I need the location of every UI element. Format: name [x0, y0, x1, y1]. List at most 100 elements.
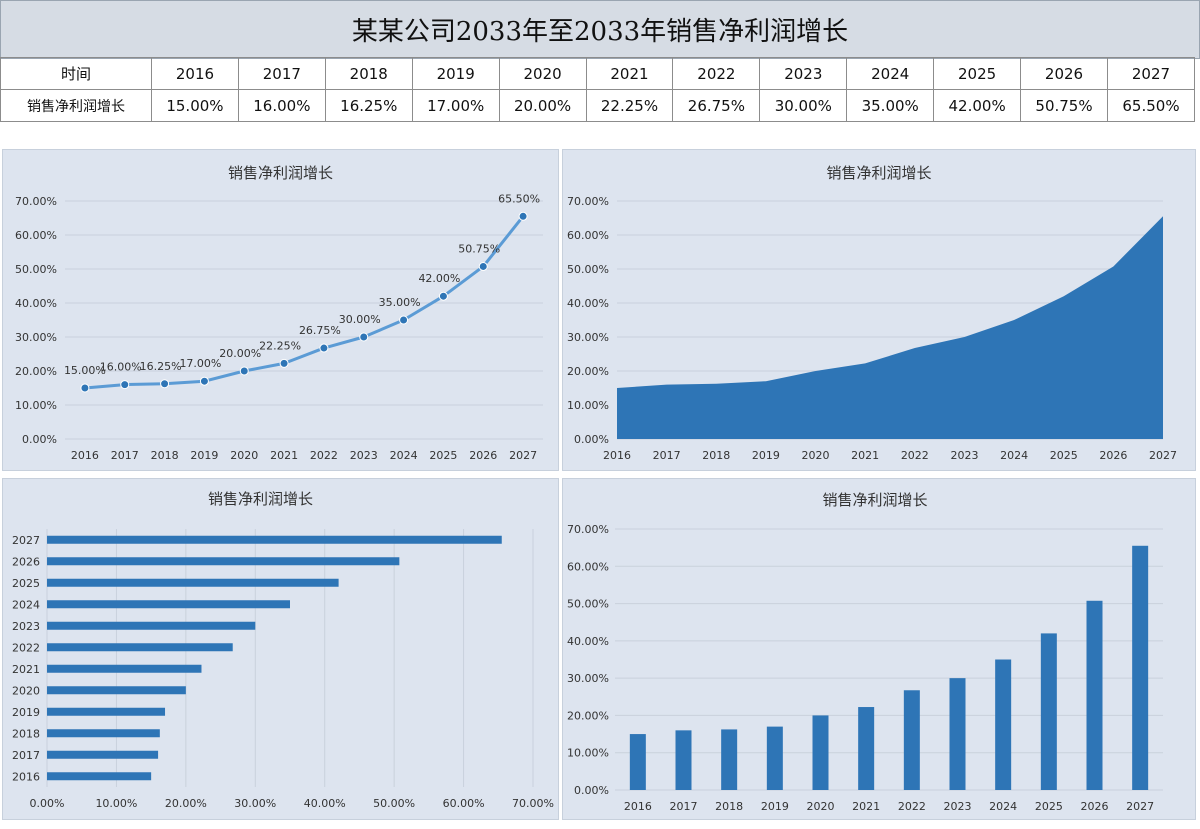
- y-tick-label: 70.00%: [567, 195, 609, 208]
- bar: [949, 678, 966, 790]
- x-tick-label: 2016: [624, 800, 652, 813]
- table-cell-year: 2016: [151, 57, 239, 90]
- x-tick-label: 2020: [807, 800, 835, 813]
- x-tick-label: 2016: [603, 449, 631, 462]
- bar: [47, 707, 166, 716]
- data-point: [80, 383, 90, 393]
- chart-title: 销售净利润增长: [208, 490, 313, 508]
- x-tick-label: 2027: [509, 449, 537, 462]
- x-tick-label: 2023: [950, 449, 978, 462]
- bar: [47, 600, 290, 609]
- bar: [1132, 545, 1149, 790]
- data-point: [478, 261, 488, 271]
- x-tick-label: 2026: [469, 449, 497, 462]
- table-cell-year: 2026: [1020, 57, 1108, 90]
- data-label: 42.00%: [418, 272, 460, 285]
- bar: [47, 557, 400, 566]
- x-tick-label: 2027: [1149, 449, 1177, 462]
- y-tick-label: 60.00%: [567, 229, 609, 242]
- y-tick-label: 2024: [12, 598, 40, 611]
- bar: [675, 730, 692, 790]
- bar: [47, 535, 502, 544]
- data-point: [279, 358, 289, 368]
- y-tick-label: 70.00%: [15, 195, 57, 208]
- table-cell-value: 50.75%: [1020, 89, 1108, 122]
- x-tick-label: 20.00%: [165, 797, 207, 810]
- y-tick-label: 0.00%: [22, 433, 57, 446]
- x-tick-label: 2018: [151, 449, 179, 462]
- bar: [47, 729, 160, 738]
- x-tick-label: 2024: [989, 800, 1017, 813]
- bar: [47, 750, 159, 759]
- bar: [1040, 633, 1057, 790]
- x-tick-label: 70.00%: [512, 797, 554, 810]
- data-point: [399, 315, 409, 325]
- x-tick-label: 0.00%: [30, 797, 65, 810]
- chart-title: 销售净利润增长: [228, 164, 333, 182]
- x-tick-label: 2026: [1099, 449, 1127, 462]
- x-tick-label: 2017: [670, 800, 698, 813]
- y-tick-label: 10.00%: [567, 399, 609, 412]
- table-cell-year: 2022: [672, 57, 761, 90]
- page-title: 某某公司2033年至2033年销售净利润增长: [351, 17, 849, 47]
- table-cell-value: 16.00%: [237, 89, 326, 122]
- x-tick-label: 10.00%: [95, 797, 137, 810]
- table-cell-year: 2021: [585, 57, 674, 90]
- data-label: 50.75%: [458, 242, 500, 255]
- page-title-bar: 某某公司2033年至2033年销售净利润增长: [0, 0, 1200, 59]
- data-table: 时间 2016 2017 2018 2019 2020 2021 2022 2023 2024 2…: [0, 57, 1196, 122]
- y-tick-label: 30.00%: [567, 672, 609, 685]
- table-cell-year: 2024: [846, 57, 935, 90]
- data-point: [518, 211, 528, 221]
- data-label: 15.00%: [64, 364, 106, 377]
- x-tick-label: 2020: [802, 449, 830, 462]
- table-row-label-growth: 销售净利润增长: [0, 89, 152, 122]
- y-tick-label: 2027: [12, 534, 40, 547]
- bar: [995, 659, 1012, 790]
- table-row-years: 时间 2016 2017 2018 2019 2020 2021 2022 2023 2024 2…: [0, 57, 1196, 90]
- bar: [1086, 600, 1103, 790]
- bar: [858, 707, 875, 790]
- bar: [47, 621, 256, 630]
- y-tick-label: 2022: [12, 641, 40, 654]
- y-tick-label: 2026: [12, 555, 40, 568]
- y-tick-label: 20.00%: [567, 709, 609, 722]
- y-tick-label: 2019: [12, 706, 40, 719]
- y-tick-label: 30.00%: [567, 331, 609, 344]
- bar: [721, 729, 738, 790]
- x-tick-label: 2016: [71, 449, 99, 462]
- table-cell-value: 16.25%: [324, 89, 413, 122]
- series-area: [617, 216, 1163, 439]
- table-cell-value: 20.00%: [498, 89, 587, 122]
- y-tick-label: 0.00%: [574, 784, 609, 797]
- area-chart-panel: 销售净利润增长 0.00% 10.00% 20.00% 30.00% 40.00% 50.0…: [562, 149, 1196, 471]
- x-tick-label: 50.00%: [373, 797, 415, 810]
- horizontal-bar-chart-panel: 销售净利润增长 0.00% 10.00% 20.00% 30.00% 40.00% 50.0…: [2, 478, 559, 820]
- x-tick-label: 2020: [230, 449, 258, 462]
- data-point: [120, 380, 130, 390]
- data-label: 17.00%: [179, 357, 221, 370]
- x-tick-label: 2019: [190, 449, 218, 462]
- x-tick-label: 2019: [761, 800, 789, 813]
- data-label: 35.00%: [379, 296, 421, 309]
- x-tick-label: 2021: [270, 449, 298, 462]
- y-tick-label: 30.00%: [15, 331, 57, 344]
- y-tick-label: 2018: [12, 727, 40, 740]
- table-cell-value: 42.00%: [933, 89, 1022, 122]
- bar: [766, 726, 783, 790]
- x-tick-label: 2027: [1126, 800, 1154, 813]
- table-cell-year: 2017: [237, 57, 326, 90]
- bar: [629, 734, 646, 790]
- bar: [47, 578, 339, 587]
- chart-title: 销售净利润增长: [826, 164, 931, 182]
- bar: [812, 715, 829, 790]
- y-tick-label: 60.00%: [15, 229, 57, 242]
- table-cell-value: 17.00%: [411, 89, 500, 122]
- bar: [47, 643, 233, 652]
- data-point: [359, 332, 369, 342]
- y-tick-label: 40.00%: [567, 297, 609, 310]
- data-label: 65.50%: [498, 192, 540, 205]
- data-point: [319, 343, 329, 353]
- table-cell-year: 2018: [324, 57, 413, 90]
- y-tick-label: 2023: [12, 620, 40, 633]
